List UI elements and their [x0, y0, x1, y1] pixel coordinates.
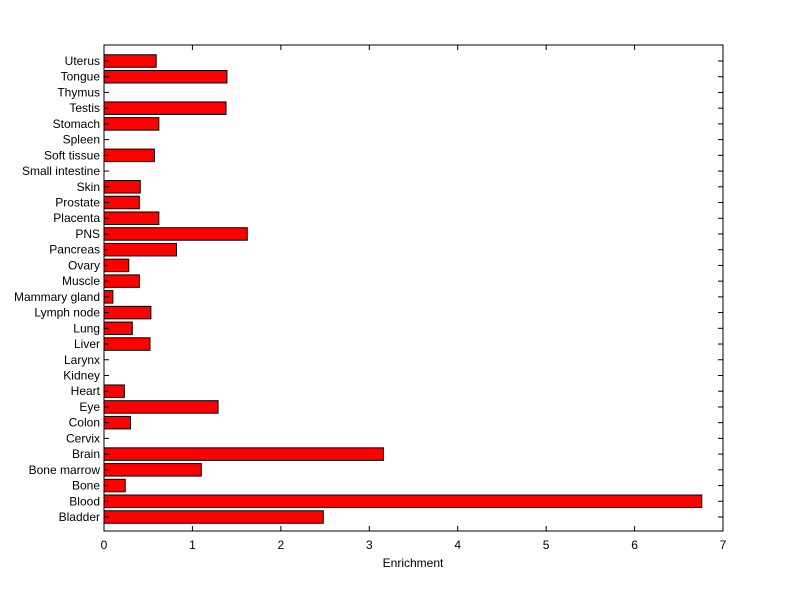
x-tick-label: 7 [720, 538, 727, 552]
bar-liver [103, 337, 151, 351]
y-tick-label-stomach: Stomach [53, 117, 100, 131]
y-tick-label-bladder: Bladder [59, 510, 100, 524]
bar-skin [103, 180, 141, 194]
y-tick-label-placenta: Placenta [53, 211, 100, 225]
y-tick-label-soft-tissue: Soft tissue [44, 148, 100, 162]
bar-soft-tissue [103, 148, 155, 163]
y-tick-label-tongue: Tongue [61, 70, 101, 84]
y-tick-label-muscle: Muscle [62, 274, 100, 288]
y-tick-label-liver: Liver [74, 337, 100, 351]
bar-muscle [103, 274, 140, 288]
x-axis-label: Enrichment [383, 556, 444, 570]
bar-stomach [103, 117, 160, 131]
y-tick-label-lymph-node: Lymph node [34, 306, 100, 320]
y-tick-label-pns: PNS [75, 227, 100, 241]
x-tick-label: 6 [631, 538, 638, 552]
x-tick-label: 5 [543, 538, 550, 552]
x-tick-label: 3 [366, 538, 373, 552]
x-tick-label: 4 [454, 538, 461, 552]
bar-bladder [103, 510, 324, 524]
bar-tongue [103, 69, 228, 84]
y-tick-label-bone-marrow: Bone marrow [29, 463, 101, 477]
y-tick-label-thymus: Thymus [57, 85, 100, 99]
y-tick-label-larynx: Larynx [64, 353, 100, 367]
y-tick-label-bone: Bone [72, 479, 100, 493]
x-tick-label: 0 [101, 538, 108, 552]
bar-bone-marrow [103, 463, 202, 477]
x-tick-label: 1 [189, 538, 196, 552]
bar-pancreas [103, 242, 178, 257]
bar-placenta [103, 211, 160, 225]
y-tick-label-small-intestine: Small intestine [22, 164, 100, 178]
y-tick-label-mammary-gland: Mammary gland [14, 290, 100, 304]
bars-layer [103, 54, 703, 524]
y-tick-label-colon: Colon [69, 416, 100, 430]
y-tick-label-testis: Testis [69, 101, 100, 115]
bar-lymph-node [103, 305, 152, 320]
bar-testis [103, 101, 227, 115]
y-tick-label-kidney: Kidney [63, 368, 100, 382]
y-tick-label-heart: Heart [71, 384, 101, 398]
y-tick-label-cervix: Cervix [66, 431, 100, 445]
y-tick-label-skin: Skin [77, 180, 100, 194]
y-tick-label-lung: Lung [73, 321, 100, 335]
bar-pns [103, 227, 248, 241]
bar-eye [103, 400, 219, 414]
y-tick-label-uterus: Uterus [65, 54, 100, 68]
x-tick-label: 2 [278, 538, 285, 552]
y-tick-label-pancreas: Pancreas [49, 243, 100, 257]
y-tick-label-eye: Eye [79, 400, 100, 414]
y-tick-label-blood: Blood [69, 494, 100, 508]
y-tick-label-prostate: Prostate [55, 196, 100, 210]
plot-frame [103, 44, 724, 532]
bar-uterus [103, 54, 157, 68]
y-tick-label-brain: Brain [72, 447, 100, 461]
bar-prostate [103, 195, 140, 210]
bar-blood [103, 494, 703, 509]
bar-brain [103, 447, 384, 461]
y-tick-label-spleen: Spleen [63, 133, 100, 147]
y-tick-label-ovary: Ovary [68, 258, 100, 272]
